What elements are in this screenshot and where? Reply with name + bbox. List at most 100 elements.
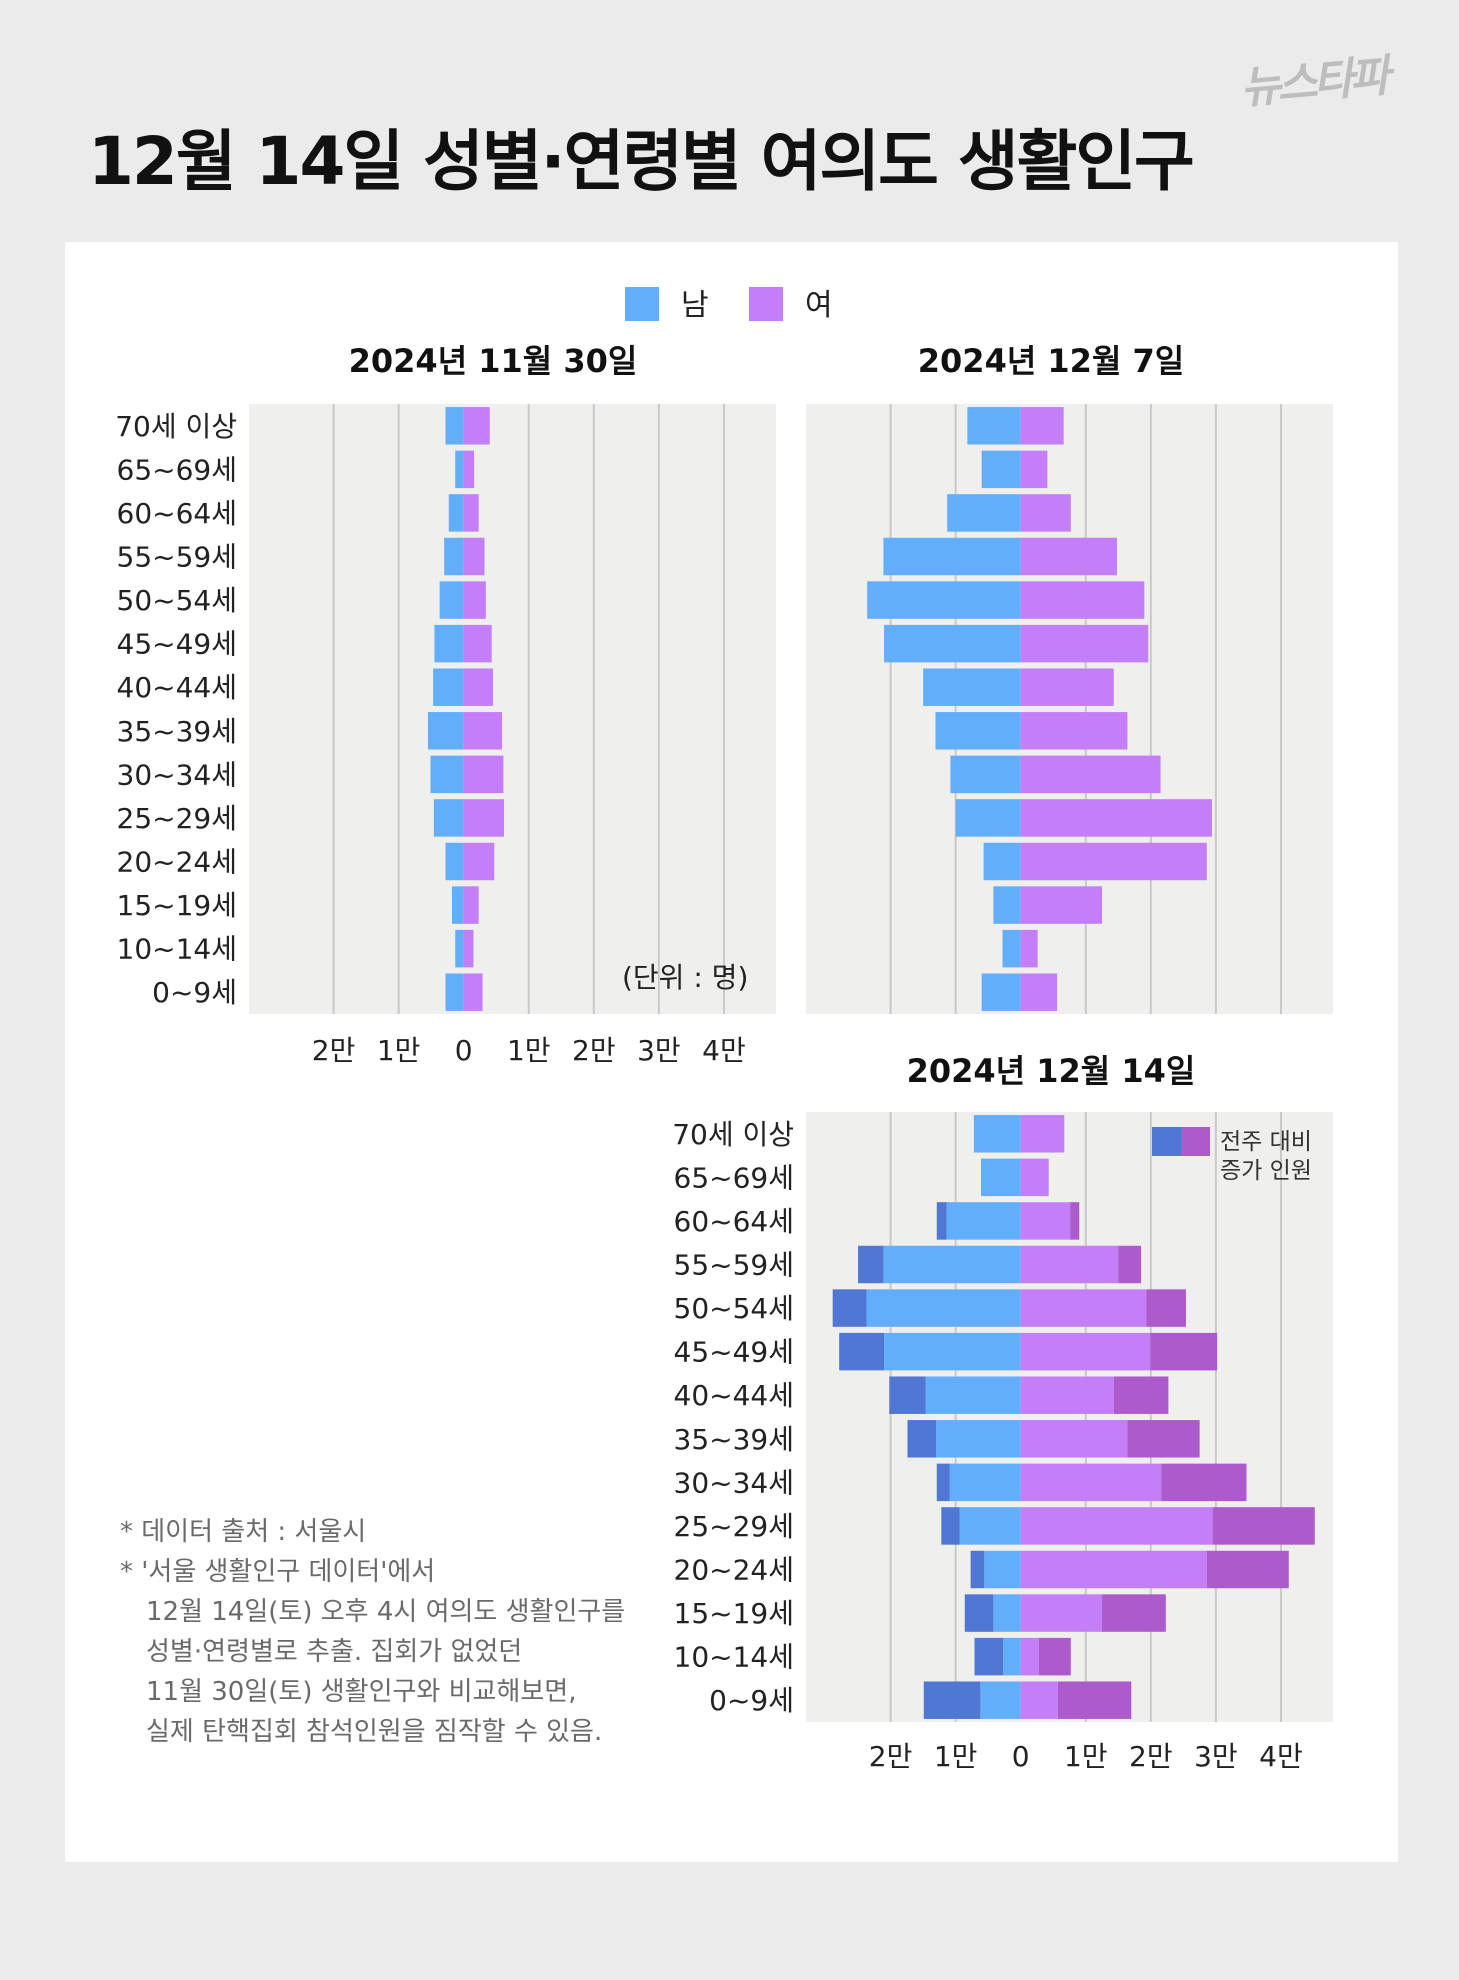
tick-label: 2만 — [312, 1034, 356, 1067]
bar-male — [883, 1245, 1021, 1284]
bar-female — [1020, 1594, 1103, 1632]
bar-male — [445, 973, 464, 1011]
tick-label: 0 — [455, 1034, 473, 1067]
bar-female — [1020, 886, 1103, 924]
category-label: 65~69세 — [117, 453, 237, 486]
tick-label: 2만 — [572, 1034, 616, 1067]
bar-female — [463, 581, 486, 619]
bar-female-increase — [1146, 1289, 1186, 1327]
category-label: 65~69세 — [674, 1161, 794, 1194]
category-label: 55~59세 — [117, 541, 237, 574]
bar-male-increase — [858, 1245, 884, 1284]
bar-female — [1020, 799, 1212, 837]
bar-male-increase — [923, 1681, 981, 1719]
bar-female — [463, 799, 505, 837]
bar-male — [884, 624, 1021, 663]
category-label: 15~19세 — [674, 1597, 794, 1630]
bar-male — [981, 1158, 1021, 1197]
bar-female — [1020, 581, 1145, 619]
bar-female-increase — [1150, 1332, 1218, 1371]
bar-female-increase — [1206, 1550, 1289, 1589]
bar-male-increase — [832, 1289, 867, 1327]
bar-female-increase — [1113, 1376, 1169, 1414]
notes: * 데이터 출처 : 서울시 * '서울 생활인구 데이터'에서 12월 14일… — [120, 1512, 680, 1752]
legend-male-swatch — [625, 287, 659, 321]
bar-female-increase — [1102, 1594, 1166, 1632]
tick-label: 2만 — [1129, 1740, 1173, 1773]
note-line: 성별·연령별로 추출. 집회가 없었던 — [146, 1637, 523, 1667]
category-label: 10~14세 — [117, 933, 237, 966]
bar-male — [1003, 1637, 1021, 1676]
category-label: 45~49세 — [674, 1336, 794, 1369]
tick-label: 2만 — [869, 1740, 913, 1773]
bar-male-increase — [936, 1463, 950, 1502]
legend-male-label: 남 — [681, 288, 709, 323]
bar-male — [993, 1594, 1021, 1632]
bar-male-increase — [974, 1637, 1004, 1676]
bar-female — [463, 624, 492, 663]
bar-female — [1020, 1463, 1162, 1502]
bar-female — [1020, 1115, 1065, 1153]
bar-male — [439, 581, 464, 619]
chart-2024-11-30: 2024년 11월 30일 70세 이상 65~69세 60~64세 55~59세 50~… — [115, 342, 776, 1067]
bar-female — [1020, 1289, 1147, 1327]
category-label: 50~54세 — [674, 1292, 794, 1325]
category-label: 60~64세 — [674, 1205, 794, 1238]
bar-male — [955, 799, 1021, 837]
category-label: 20~24세 — [117, 846, 237, 879]
category-label: 45~49세 — [117, 628, 237, 661]
bar-female — [1020, 494, 1071, 532]
category-label: 55~59세 — [674, 1249, 794, 1282]
increase-legend-female-swatch — [1181, 1127, 1210, 1156]
bar-male — [455, 929, 464, 968]
category-label: 40~44세 — [117, 671, 237, 704]
bar-male — [1002, 929, 1021, 968]
bar-female-increase — [1057, 1681, 1132, 1719]
bar-male — [867, 581, 1021, 619]
bar-female — [463, 407, 490, 445]
bar-female — [463, 450, 475, 489]
plot-background — [249, 404, 776, 1014]
bar-female — [1020, 842, 1207, 881]
tick-label: 1만 — [934, 1740, 978, 1773]
bar-male — [959, 1507, 1021, 1545]
bar-female — [1020, 1637, 1039, 1676]
bar-female — [1020, 1158, 1049, 1197]
bar-male-increase — [970, 1550, 985, 1589]
bar-male — [433, 799, 464, 837]
chart-title: 2024년 11월 30일 — [349, 342, 638, 380]
bar-male — [451, 886, 464, 924]
category-label: 0~9세 — [709, 1684, 794, 1717]
bar-male — [984, 1550, 1021, 1589]
bar-female — [463, 842, 495, 881]
bar-female-increase — [1118, 1245, 1142, 1284]
bar-male — [947, 494, 1021, 532]
bar-male — [983, 842, 1021, 881]
chart-panel: 남 여 2024년 11월 30일 70세 이상 65~69세 60~64세 55~59… — [65, 242, 1398, 1862]
bar-male — [427, 712, 464, 750]
bar-female — [1020, 1550, 1207, 1589]
tick-label: 4만 — [1259, 1740, 1303, 1773]
increase-legend: 전주 대비 증가 인원 — [1152, 1127, 1312, 1184]
bar-male — [434, 624, 464, 663]
bar-female — [1020, 1420, 1128, 1458]
bar-female-increase — [1038, 1637, 1071, 1676]
category-label: 70세 이상 — [115, 410, 237, 443]
bar-female — [463, 886, 479, 924]
bar-female-increase — [1127, 1420, 1200, 1458]
bar-male — [445, 842, 464, 881]
legend: 남 여 — [625, 287, 833, 323]
category-label: 10~14세 — [674, 1641, 794, 1674]
bar-male — [936, 1420, 1021, 1458]
tick-label: 4만 — [702, 1034, 746, 1067]
bar-female — [1020, 668, 1114, 706]
bar-male — [923, 668, 1021, 706]
chart-2024-12-14: 2024년 12월 14일 70세 이상 65~69세 60~64세 55~59세 50~… — [672, 1052, 1333, 1773]
category-label: 35~39세 — [674, 1423, 794, 1456]
bar-female — [1020, 1507, 1213, 1545]
bar-female — [463, 973, 483, 1011]
bar-female — [1020, 450, 1048, 489]
page-title: 12월 14일 성별·연령별 여의도 생활인구 — [88, 123, 1195, 200]
bar-female — [463, 537, 485, 576]
category-label: 30~34세 — [674, 1466, 794, 1499]
